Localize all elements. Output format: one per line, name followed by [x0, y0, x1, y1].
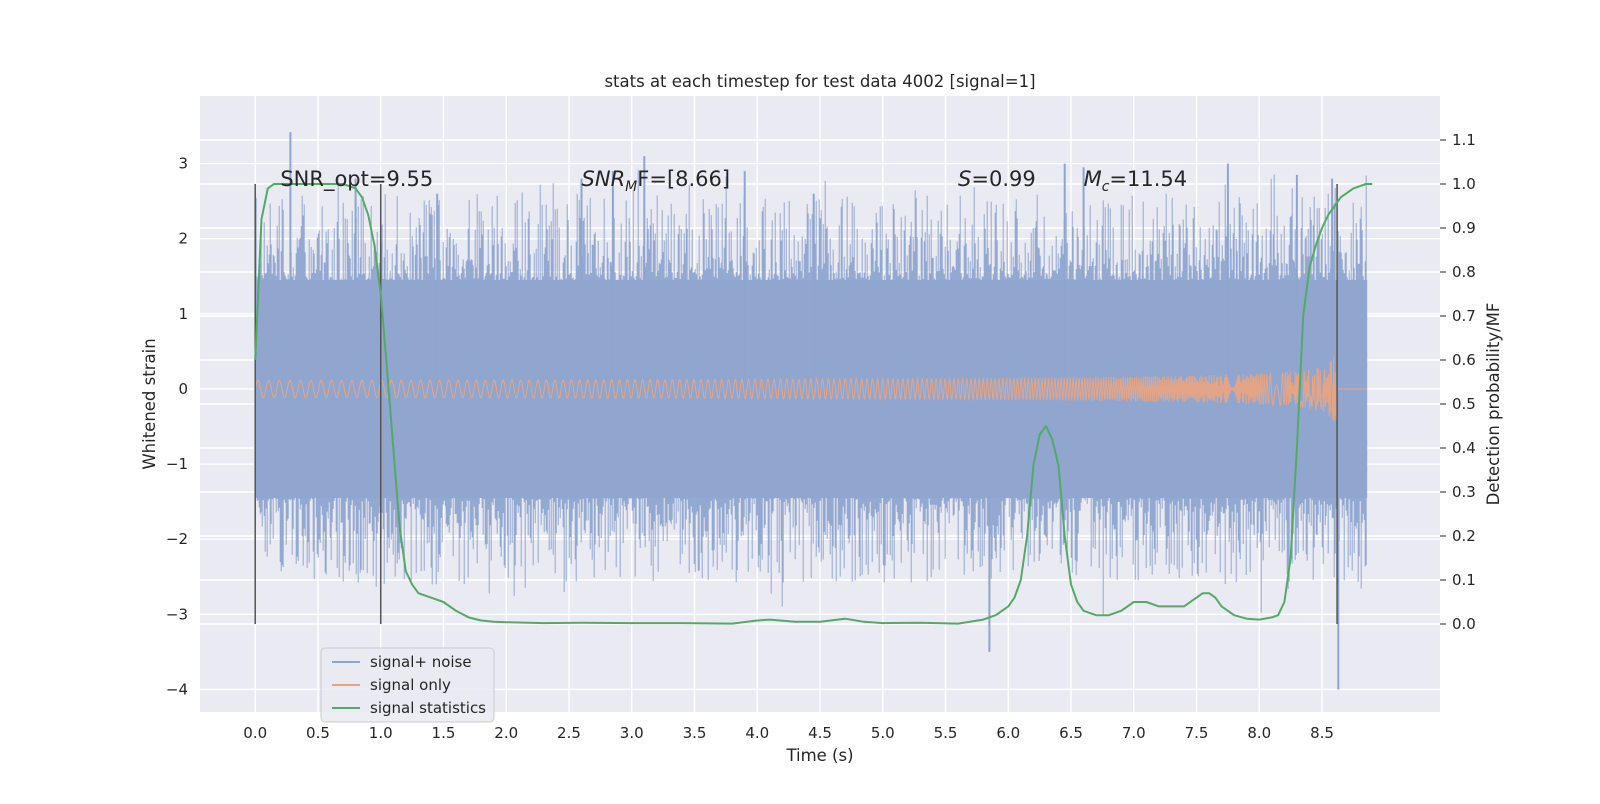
x-tick-label: 3.0 [620, 724, 644, 742]
legend-box [320, 647, 495, 723]
right-y-tick-label: 1.0 [1452, 175, 1476, 193]
x-tick-label: 6.0 [996, 724, 1020, 742]
x-tick-label: 4.0 [745, 724, 769, 742]
y-tick-label: −2 [166, 530, 188, 548]
legend-label-signal-noise: signal+ noise [370, 653, 472, 671]
x-tick-label: 6.5 [1059, 724, 1083, 742]
y-tick-label: 2 [178, 230, 188, 248]
legend-label-signal-statistics: signal statistics [370, 699, 486, 717]
y-tick-label: 1 [178, 305, 188, 323]
series-signal-noise-peaks [289, 132, 1340, 690]
plot-data [254, 132, 1373, 690]
x-tick-label: 5.0 [871, 724, 895, 742]
right-y-tick-label: 0.0 [1452, 615, 1476, 633]
right-y-tick-label: 0.3 [1452, 483, 1476, 501]
x-axis-label: Time (s) [785, 746, 853, 765]
y-tick-labels: −4 −3 −2 −1 0 1 2 3 [166, 155, 188, 699]
x-tick-label: 2.0 [494, 724, 518, 742]
x-tick-label: 0.5 [306, 724, 330, 742]
y-tick-label: 0 [178, 380, 188, 398]
y-tick-label: 3 [178, 155, 188, 173]
x-tick-label: 3.5 [683, 724, 707, 742]
right-y-tick-label: 0.4 [1452, 439, 1476, 457]
x-tick-label: 5.5 [934, 724, 958, 742]
annotation-mc: Mc=11.54 [1084, 167, 1188, 195]
y-axis-label: Whitened strain [140, 338, 159, 469]
x-tick-label: 8.5 [1310, 724, 1334, 742]
legend-label-signal-only: signal only [370, 676, 451, 694]
y-tick-label: −1 [166, 455, 188, 473]
series-signal-statistics [254, 183, 1373, 625]
x-tick-label: 1.5 [432, 724, 456, 742]
right-y-tick-label: 0.8 [1452, 263, 1476, 281]
y-tick-label: −4 [166, 680, 188, 698]
right-y-tick-label: 0.5 [1452, 395, 1476, 413]
x-tick-label: 0.0 [243, 724, 267, 742]
right-y-tick-label: 0.6 [1452, 351, 1476, 369]
series-signal-only [254, 356, 1367, 422]
x-tick-label: 1.0 [369, 724, 393, 742]
chart-title: stats at each timestep for test data 400… [604, 72, 1035, 91]
right-y-tick-label: 1.1 [1452, 131, 1476, 149]
right-y-tick-labels: 0.0 0.1 0.2 0.3 0.4 0.5 0.6 0.7 0.8 0.9 1.0 1.1 [1440, 131, 1476, 633]
annotation-snr-opt: SNR_opt=9.55 [280, 167, 433, 192]
x-tick-labels: 0.0 0.5 1.0 1.5 2.0 2.5 3.0 3.5 4.0 4.5 5.0 5.5 6.0 6… [243, 724, 1334, 742]
x-tick-label: 7.0 [1122, 724, 1146, 742]
x-tick-label: 2.5 [557, 724, 581, 742]
x-tick-label: 4.5 [808, 724, 832, 742]
right-y-tick-label: 0.2 [1452, 527, 1476, 545]
y-tick-label: −3 [166, 605, 188, 623]
right-y-tick-label: 0.9 [1452, 219, 1476, 237]
annotation-s: S=0.99 [958, 167, 1036, 191]
annotations: SNR_opt=9.55 SNRMF=[8.66] S=0.99 Mc=11.54 [280, 167, 1187, 195]
annotation-snr-mf: SNRMF=[8.66] [582, 167, 731, 195]
right-y-tick-label: 0.7 [1452, 307, 1476, 325]
x-tick-label: 7.5 [1185, 724, 1209, 742]
right-y-axis-label: Detection probability/MF [1484, 303, 1503, 506]
legend: signal+ noise signal only signal statist… [320, 647, 495, 723]
right-y-tick-label: 0.1 [1452, 571, 1476, 589]
x-tick-label: 8.0 [1247, 724, 1271, 742]
